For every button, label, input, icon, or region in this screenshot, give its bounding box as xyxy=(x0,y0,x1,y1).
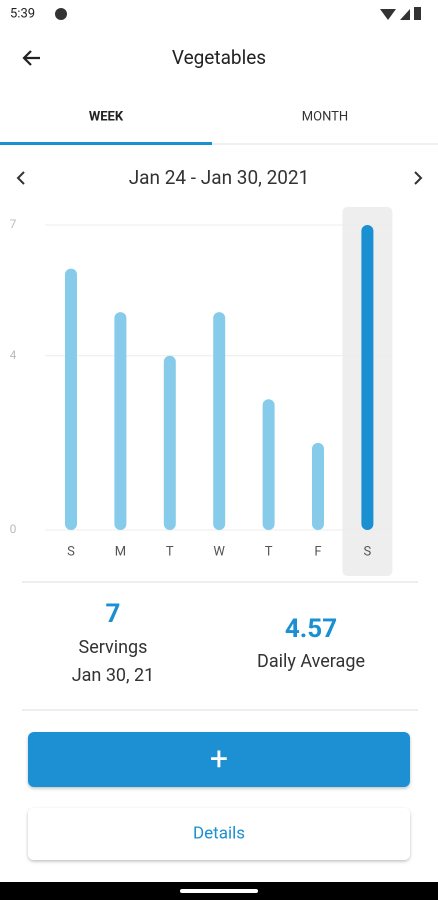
y-tick-label: 4 xyxy=(10,348,17,362)
wifi-icon xyxy=(380,9,396,20)
y-tick-label: 7 xyxy=(10,217,17,231)
details-label: Details xyxy=(193,823,245,843)
servings-value: 7 xyxy=(106,599,121,629)
servings-label: Servings xyxy=(79,637,148,658)
status-time: 5:39 xyxy=(10,6,35,21)
y-tick-label: 0 xyxy=(10,522,17,536)
next-button[interactable] xyxy=(414,171,423,185)
page-title: Vegetables xyxy=(172,46,266,69)
x-tick-label: M xyxy=(115,544,126,559)
x-tick-label: F xyxy=(314,544,321,559)
x-tick-label: T xyxy=(166,544,174,559)
bar xyxy=(65,268,77,530)
tab[interactable]: MONTH xyxy=(302,109,348,124)
home-handle[interactable] xyxy=(180,889,258,893)
bar xyxy=(213,312,226,530)
bar xyxy=(262,399,275,530)
tab[interactable]: WEEK xyxy=(89,109,124,124)
battery-icon xyxy=(414,7,421,20)
tab-indicator xyxy=(0,142,212,145)
date-range: Jan 24 - Jan 30, 2021 xyxy=(129,166,310,189)
x-tick-label: S xyxy=(364,544,372,559)
details-button[interactable] xyxy=(28,808,410,860)
bar xyxy=(114,312,127,530)
add-icon: + xyxy=(210,739,228,777)
status-icon xyxy=(55,8,67,20)
servings-date: Jan 30, 21 xyxy=(72,665,155,686)
signal-icon xyxy=(400,9,410,20)
back-button[interactable] xyxy=(22,50,40,66)
x-tick-label: T xyxy=(265,544,273,559)
average-value: 4.57 xyxy=(285,614,337,644)
add-button[interactable] xyxy=(28,732,410,787)
bar xyxy=(361,225,374,530)
bar xyxy=(312,442,324,530)
bar xyxy=(163,355,176,530)
x-tick-label: W xyxy=(213,544,225,559)
prev-button[interactable] xyxy=(16,171,25,185)
average-label: Daily Average xyxy=(257,651,365,672)
x-tick-label: S xyxy=(67,544,75,559)
